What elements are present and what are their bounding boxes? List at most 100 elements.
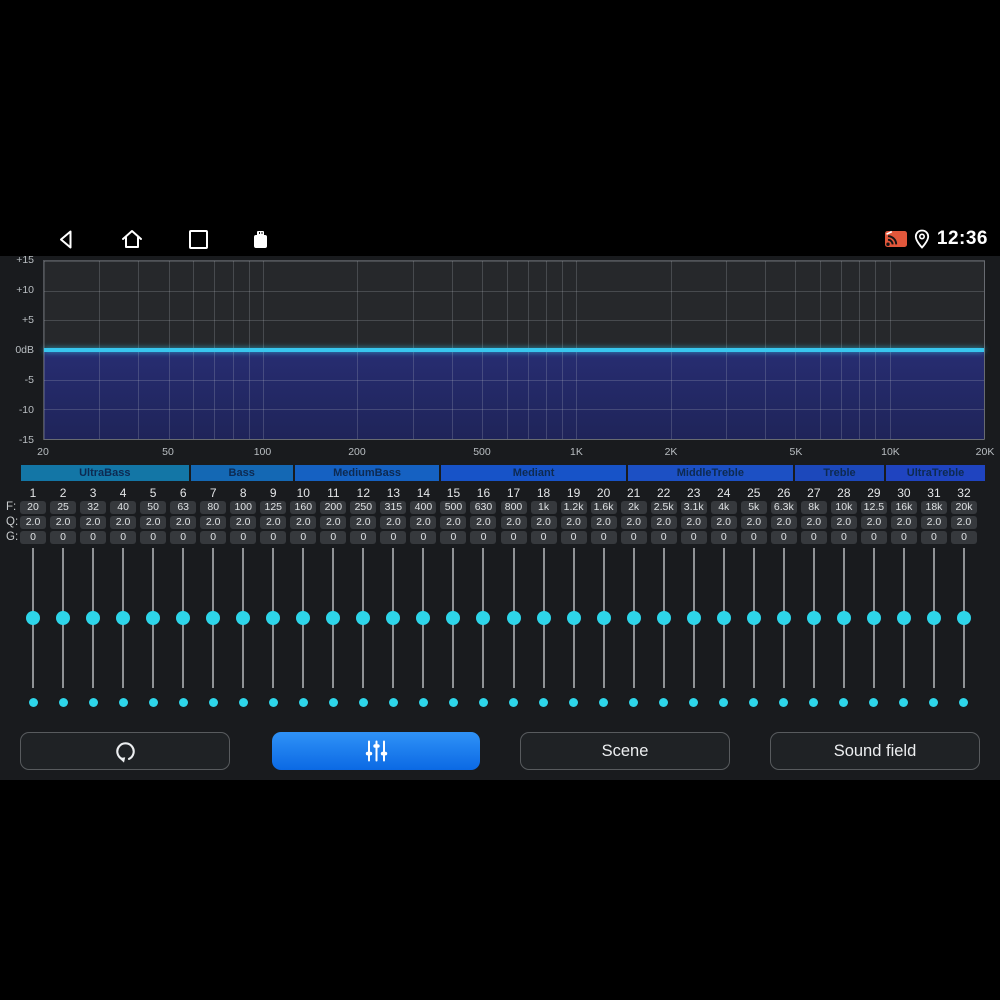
band-dot-cell <box>228 697 258 707</box>
slider-knob[interactable] <box>86 611 101 625</box>
status-right: 12:36 <box>884 222 988 256</box>
band-q-value-cell: 2.0 <box>589 516 619 529</box>
slider-knob[interactable] <box>686 611 701 625</box>
band-group-label: UltraTreble <box>906 467 965 479</box>
band-dot-cell <box>348 697 378 707</box>
slider-knob[interactable] <box>956 611 971 625</box>
band-dot-cell <box>408 697 438 707</box>
band-frequency-value: 4k <box>710 501 737 514</box>
band-frequency-value-cell: 315 <box>378 501 408 514</box>
row-label-gain: G: <box>6 531 19 543</box>
grid-line-horizontal <box>44 320 984 322</box>
band-dot-cell <box>438 697 468 707</box>
band-number: 17 <box>506 485 521 500</box>
slider-knob[interactable] <box>506 611 521 625</box>
band-number: 15 <box>446 485 461 500</box>
band-slider-cell <box>859 548 889 688</box>
band-gain-value-cell: 0 <box>108 531 138 544</box>
slider-knob[interactable] <box>896 611 911 625</box>
slider-knob[interactable] <box>566 611 581 625</box>
usb-cap <box>257 230 264 236</box>
slider-knob[interactable] <box>836 611 851 625</box>
band-q-value-cell: 2.0 <box>168 516 198 529</box>
band-indicator-dot <box>358 697 368 707</box>
back-icon[interactable] <box>57 229 75 250</box>
band-q-value: 2.0 <box>500 516 527 529</box>
band-gain-value-cell: 0 <box>378 531 408 544</box>
band-gain-value: 0 <box>440 531 467 544</box>
slider-knob[interactable] <box>386 611 401 625</box>
slider-knob[interactable] <box>206 611 221 625</box>
band-slider-cell <box>108 548 138 688</box>
band-q-value: 2.0 <box>590 516 617 529</box>
band-group-bass: Bass <box>190 465 293 481</box>
sound-field-button[interactable]: Sound field <box>770 732 980 770</box>
slider-knob[interactable] <box>116 611 131 625</box>
slider-knob[interactable] <box>176 611 191 625</box>
band-slider-cell <box>949 548 979 688</box>
band-group-label: MediumBass <box>333 467 401 479</box>
slider-knob[interactable] <box>146 611 161 625</box>
slider-knob[interactable] <box>236 611 251 625</box>
band-indicator-dot <box>448 697 458 707</box>
slider-knob[interactable] <box>446 611 461 625</box>
slider-knob[interactable] <box>296 611 311 625</box>
band-number: 21 <box>626 485 641 500</box>
band-slider-cell <box>228 548 258 688</box>
band-q-value-cell: 2.0 <box>799 516 829 529</box>
band-number: 11 <box>327 485 340 500</box>
slider-knob[interactable] <box>266 611 281 625</box>
slider-knob[interactable] <box>776 611 791 625</box>
band-slider-cell <box>18 548 48 688</box>
band-gain-value: 0 <box>950 531 977 544</box>
slider-knob[interactable] <box>356 611 371 625</box>
slider-knob[interactable] <box>596 611 611 625</box>
band-slider-cell <box>679 548 709 688</box>
slider-knob[interactable] <box>716 611 731 625</box>
band-q-value-cell: 2.0 <box>769 516 799 529</box>
band-frequency-value: 2.5k <box>650 501 677 514</box>
band-group-label: Mediant <box>512 467 555 479</box>
band-slider-cell <box>889 548 919 688</box>
slider-knob[interactable] <box>26 611 41 625</box>
band-gain-value-cell: 0 <box>709 531 739 544</box>
home-icon[interactable] <box>121 229 143 249</box>
band-gain-value-cell: 0 <box>949 531 979 544</box>
band-q-value-cell: 2.0 <box>468 516 498 529</box>
slider-knob[interactable] <box>656 611 671 625</box>
band-indicator-dot <box>719 697 729 707</box>
slider-knob[interactable] <box>806 611 821 625</box>
equalizer-button[interactable] <box>272 732 480 770</box>
usb-pins <box>258 231 260 234</box>
reset-button[interactable] <box>20 732 230 770</box>
band-frequency-value: 630 <box>470 501 497 514</box>
band-frequency-value: 100 <box>230 501 257 514</box>
band-indicator-dot <box>148 697 158 707</box>
slider-knob[interactable] <box>626 611 641 625</box>
slider-knob[interactable] <box>866 611 881 625</box>
eq-curve-fill <box>44 350 984 439</box>
x-axis-tick-label: 500 <box>473 446 491 458</box>
slider-knob[interactable] <box>536 611 551 625</box>
band-indicator-dot <box>418 697 428 707</box>
slider-knob[interactable] <box>56 611 71 625</box>
band-indicator-dot <box>118 697 128 707</box>
recents-icon[interactable] <box>189 229 208 249</box>
band-indicator-dot <box>178 697 188 707</box>
band-q-value-cell: 2.0 <box>198 516 228 529</box>
band-frequency-value: 6.3k <box>770 501 797 514</box>
band-q-value-cell: 2.0 <box>78 516 108 529</box>
slider-knob[interactable] <box>746 611 761 625</box>
slider-knob[interactable] <box>926 611 941 625</box>
band-frequency-value-cell: 200 <box>318 501 348 514</box>
usb-drive-icon[interactable] <box>254 230 267 248</box>
band-dot-cell <box>769 697 799 707</box>
band-frequency-value: 18k <box>920 501 947 514</box>
slider-knob[interactable] <box>416 611 431 625</box>
slider-knob[interactable] <box>476 611 491 625</box>
scene-button[interactable]: Scene <box>520 732 730 770</box>
band-q-value-cell: 2.0 <box>378 516 408 529</box>
slider-knob[interactable] <box>326 611 341 625</box>
y-axis-tick-label: +10 <box>16 284 34 296</box>
